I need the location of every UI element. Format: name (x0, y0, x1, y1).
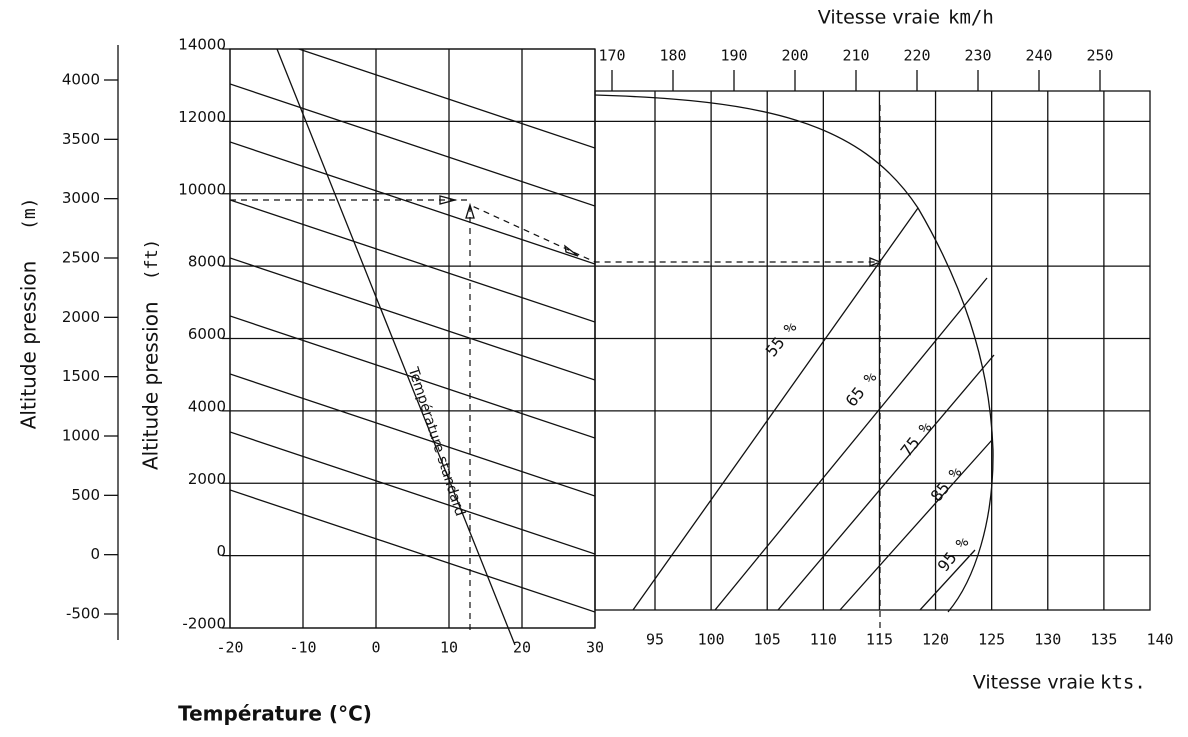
example-path (230, 105, 881, 640)
x-tick-label: 135 (1090, 631, 1117, 649)
kts-title: Vitesse vraie (973, 672, 1095, 694)
y-tick-label: 500 (71, 486, 100, 504)
y-tick-label: 0 (216, 542, 226, 560)
power-label: 75 % (897, 418, 936, 460)
top-tick-label: 240 (1025, 47, 1052, 65)
power-label: 65 % (842, 368, 881, 410)
x-tick-label: 105 (754, 631, 781, 649)
kmh-title: Vitesse vraie (818, 7, 940, 29)
y-tick-label: 4000 (62, 71, 100, 89)
top-tick-label: 170 (598, 47, 625, 65)
density-line (230, 141, 595, 265)
density-line (230, 431, 595, 555)
top-tick-label: 200 (781, 47, 808, 65)
density-line (230, 489, 595, 613)
x-tick-label: 95 (646, 631, 664, 649)
power-line (777, 354, 995, 610)
y-tick-label: 1500 (62, 367, 100, 385)
m-unit: (m) (19, 197, 40, 230)
density-line (230, 83, 595, 207)
y-tick-label: 12000 (178, 108, 226, 126)
y-tick-label: -2000 (182, 615, 226, 633)
x-tick-label: 115 (866, 631, 893, 649)
y-tick-label: 4000 (188, 397, 226, 415)
density-line (230, 373, 595, 497)
power-label: 85 % (927, 463, 966, 505)
top-tick-label: 220 (903, 47, 930, 65)
y-tick-label: 14000 (178, 36, 226, 54)
y-tick-label: 3500 (62, 130, 100, 148)
x-tick-label: -10 (289, 639, 316, 657)
kmh-unit: km/h (948, 7, 994, 29)
arrows (439, 195, 882, 267)
right-frame (594, 90, 1151, 611)
x-tick-label: 100 (698, 631, 725, 649)
x-tick-label: 120 (922, 631, 949, 649)
power-lines (632, 207, 995, 610)
x-tick-label: 30 (586, 639, 604, 657)
density-line (296, 49, 595, 149)
y-tick-label: -500 (66, 605, 100, 623)
ceiling-curve (594, 94, 994, 613)
x-tick-label: 10 (440, 639, 458, 657)
ft-unit: (ft) (142, 239, 162, 280)
x-tick-label: 140 (1146, 631, 1173, 649)
x-tick-label: 110 (810, 631, 837, 649)
top-tick-label: 190 (720, 47, 747, 65)
y-tick-label: 2000 (62, 308, 100, 326)
density-lines (230, 49, 595, 613)
density-line (230, 315, 595, 439)
kts-unit: kts. (1100, 672, 1146, 694)
density-line (230, 257, 595, 381)
m-title: Altitude pression (17, 261, 41, 430)
y-tick-label: 10000 (178, 180, 226, 198)
x-tick-label: 125 (978, 631, 1005, 649)
power-line (714, 277, 988, 610)
y-tick-label: 2000 (188, 470, 226, 488)
x-tick-label: 20 (513, 639, 531, 657)
top-tick-label: 180 (659, 47, 686, 65)
power-label: 95 % (934, 533, 973, 575)
temp-title: Température (°C) (178, 702, 372, 726)
standard-temperature-line (276, 48, 516, 646)
power-line (919, 549, 976, 610)
power-line (839, 439, 993, 610)
power-line (632, 207, 919, 610)
density-line (230, 199, 595, 323)
ft-title: Altitude pression (139, 301, 163, 470)
x-tick-label: -20 (216, 639, 243, 657)
y-tick-label: 6000 (188, 325, 226, 343)
standard-label: Température standard (404, 365, 467, 519)
top-tick-label: 210 (842, 47, 869, 65)
x-tick-label: 130 (1034, 631, 1061, 649)
x-tick-label: 0 (371, 639, 380, 657)
y-tick-label: 0 (90, 545, 100, 563)
y-tick-label: 8000 (188, 253, 226, 271)
y-tick-label: 3000 (62, 189, 100, 207)
y-tick-label: 2500 (62, 249, 100, 267)
y-tick-label: 1000 (62, 427, 100, 445)
top-tick-label: 230 (964, 47, 991, 65)
top-tick-label: 250 (1086, 47, 1113, 65)
